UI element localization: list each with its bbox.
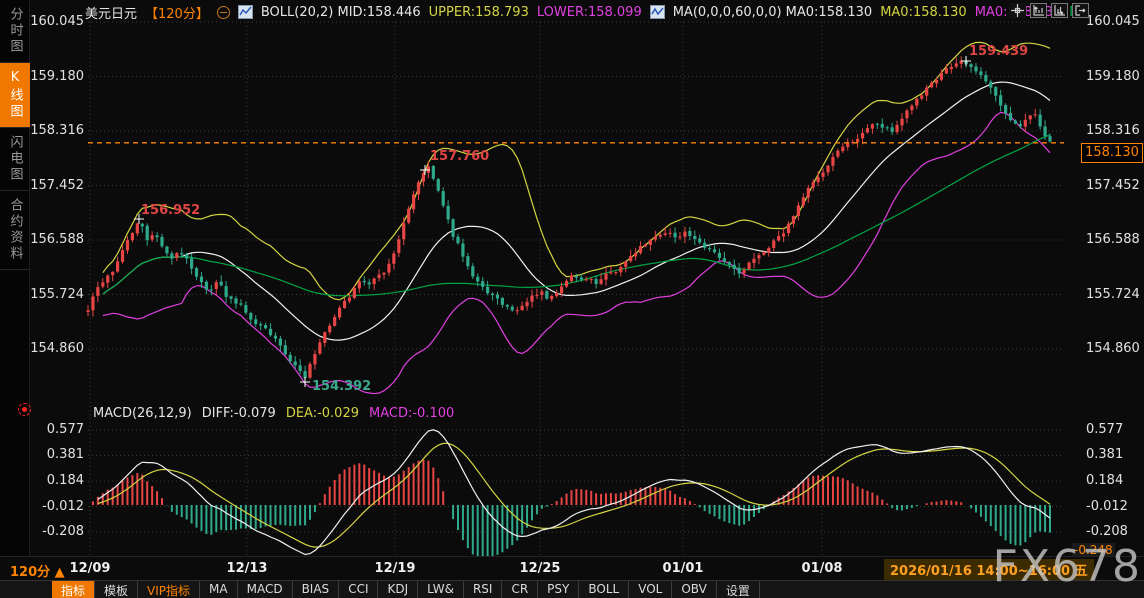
current-bar-time: 2026/01/16 14:00~16:00 五: [884, 559, 1094, 580]
y-axis-label-right: 158.316: [1086, 123, 1140, 138]
price-annotation-0: 156.952: [141, 203, 200, 218]
toolbar-tab-3[interactable]: MA: [200, 581, 238, 598]
boll-mid-value: BOLL(20,2) MID:158.446: [261, 5, 421, 20]
toolbar-tab-1[interactable]: 模板: [95, 581, 138, 598]
toolbar-tab-0[interactable]: 指标: [52, 581, 95, 598]
toolbar-tab-4[interactable]: MACD: [238, 581, 293, 598]
period-label[interactable]: 【120分】: [145, 3, 209, 22]
x-axis-date-0: 12/09: [70, 561, 111, 576]
x-axis-date-3: 12/25: [520, 561, 561, 576]
macd-header: MACD(26,12,9) DIFF:-0.079 DEA:-0.029 MAC…: [93, 406, 454, 421]
y-axis-label-right: 156.588: [1086, 232, 1140, 247]
y-axis-label-left: 158.316: [28, 123, 84, 138]
axis-zoom-y-icon[interactable]: [1030, 3, 1047, 18]
app-window: 美元日元 【120分】 BOLL(20,2) MID:158.446 UPPER…: [0, 0, 1144, 598]
current-macd-tag: -0.248: [1072, 543, 1115, 557]
toolbar-tab-8[interactable]: LW&: [418, 581, 464, 598]
axis-zoom-x-icon[interactable]: [1051, 3, 1068, 18]
y-axis-label-left: -0.012: [28, 499, 84, 514]
toolbar-tab-12[interactable]: BOLL: [579, 581, 629, 598]
crosshair-tool-icon[interactable]: [1009, 3, 1026, 18]
chart-canvas[interactable]: [0, 0, 1144, 598]
macd-diff-value: DIFF:-0.079: [202, 406, 276, 421]
y-axis-label-right: 155.724: [1086, 287, 1140, 302]
live-indicator-icon: [18, 403, 31, 416]
y-axis-label-left: 159.180: [28, 69, 84, 84]
x-axis-date-1: 12/13: [227, 561, 268, 576]
y-axis-label-right: -0.208: [1086, 524, 1128, 539]
ma-white-value: MA(0,0,0,60,0,0) MA0:158.130: [673, 5, 872, 20]
y-axis-label-left: -0.208: [28, 524, 84, 539]
y-axis-label-right: 0.184: [1086, 473, 1123, 488]
sidebar-tab-0[interactable]: 分时图: [0, 0, 30, 63]
macd-params: MACD(26,12,9): [93, 406, 192, 421]
toolbar-tab-10[interactable]: CR: [502, 581, 538, 598]
sidebar-tab-1[interactable]: K线图: [0, 63, 30, 128]
toolbar-tab-11[interactable]: PSY: [538, 581, 579, 598]
toolbar-tab-9[interactable]: RSI: [464, 581, 503, 598]
export-panel-icon[interactable]: [1072, 3, 1089, 18]
y-axis-label-left: 157.452: [28, 178, 84, 193]
toolbar-tab-2[interactable]: VIP指标: [138, 581, 200, 598]
price-annotation-2: 154.392: [312, 379, 371, 394]
ma-yellow-value: MA0:158.130: [880, 5, 967, 20]
y-axis-label-left: 0.184: [28, 473, 84, 488]
left-sidebar: 分时图K线图闪电图合约资料: [0, 0, 30, 556]
y-axis-label-left: 156.588: [28, 232, 84, 247]
symbol-name: 美元日元: [85, 3, 137, 22]
period-corner-label[interactable]: 120分 ▲: [10, 561, 65, 580]
toolbar-tab-13[interactable]: VOL: [629, 581, 672, 598]
x-axis-date-5: 01/08: [802, 561, 843, 576]
ma-indicator-icon[interactable]: [650, 5, 665, 19]
sidebar-tab-3[interactable]: 合约资料: [0, 191, 30, 270]
chart-header: 美元日元 【120分】 BOLL(20,2) MID:158.446 UPPER…: [85, 2, 1080, 22]
y-axis-label-right: 0.577: [1086, 422, 1123, 437]
time-axis-row: 120分 ▲ 2026/01/16 14:00~16:00 五 12/09 12/…: [0, 556, 1144, 580]
x-axis-date-4: 01/01: [663, 561, 704, 576]
macd-dea-value: DEA:-0.029: [286, 406, 359, 421]
sidebar-tab-2[interactable]: 闪电图: [0, 128, 30, 191]
y-axis-label-left: 0.577: [28, 422, 84, 437]
toolbar-tab-7[interactable]: KDJ: [378, 581, 418, 598]
y-axis-label-left: 155.724: [28, 287, 84, 302]
price-annotation-1: 157.760: [430, 149, 489, 164]
y-axis-label-right: 0.381: [1086, 447, 1123, 462]
current-price-tag: 158.130: [1081, 143, 1143, 163]
boll-lower-value: LOWER:158.099: [537, 5, 642, 20]
indicator-toolbar: 指标模板VIP指标MAMACDBIASCCIKDJLW&RSICRPSYBOLL…: [0, 580, 1144, 598]
x-axis-date-2: 12/19: [375, 561, 416, 576]
y-axis-label-left: 160.045: [28, 14, 84, 29]
toolbar-tab-15[interactable]: 设置: [717, 581, 760, 598]
y-axis-label-right: 154.860: [1086, 341, 1140, 356]
toolbar-tab-14[interactable]: OBV: [672, 581, 717, 598]
boll-upper-value: UPPER:158.793: [429, 5, 529, 20]
y-axis-label-right: 157.452: [1086, 178, 1140, 193]
collapse-icon[interactable]: [217, 6, 230, 19]
y-axis-label-left: 0.381: [28, 447, 84, 462]
y-axis-label-right: 160.045: [1086, 14, 1140, 29]
price-annotation-3: 159.439: [969, 44, 1028, 59]
boll-indicator-icon[interactable]: [238, 5, 253, 19]
y-axis-label-right: -0.012: [1086, 499, 1128, 514]
header-icon-group: [1009, 3, 1089, 18]
toolbar-tab-6[interactable]: CCI: [339, 581, 378, 598]
macd-macd-value: MACD:-0.100: [369, 406, 454, 421]
y-axis-label-right: 159.180: [1086, 69, 1140, 84]
toolbar-tab-5[interactable]: BIAS: [293, 581, 340, 598]
y-axis-label-left: 154.860: [28, 341, 84, 356]
